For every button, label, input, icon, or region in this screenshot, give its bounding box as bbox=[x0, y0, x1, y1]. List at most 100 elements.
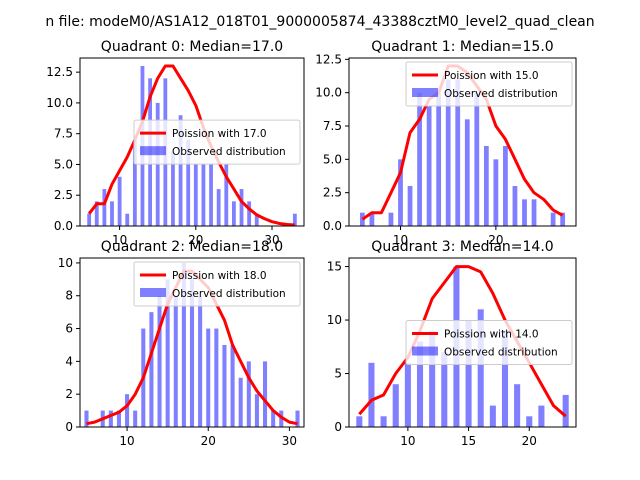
observed-bar bbox=[436, 92, 442, 226]
subplot-title: Quadrant 1: Median=15.0 bbox=[371, 39, 553, 55]
subplot-1: Quadrant 1: Median=15.0 10 20 0.0 2.5 5.0 7.5 1… bbox=[315, 39, 577, 247]
plot-area bbox=[84, 262, 300, 427]
plot-area bbox=[359, 64, 566, 226]
observed-bar bbox=[538, 405, 545, 427]
x-tick-label: 20 bbox=[488, 233, 503, 247]
observed-bar bbox=[271, 410, 276, 427]
observed-bar bbox=[562, 394, 569, 427]
observed-bar bbox=[133, 410, 138, 427]
observed-bar bbox=[222, 344, 227, 427]
observed-bar bbox=[441, 352, 448, 427]
observed-bar bbox=[239, 189, 244, 226]
y-tick-label: 0 bbox=[334, 420, 342, 434]
legend-label: Observed distribution bbox=[444, 88, 558, 100]
observed-bar bbox=[483, 146, 489, 226]
y-tick-label: 7.5 bbox=[54, 127, 73, 141]
observed-bar bbox=[292, 213, 297, 226]
subplot-2: Quadrant 2: Median=18.0 10 20 30 0 2 4 6 8 10 Pois… bbox=[58, 239, 305, 448]
legend: Poission with 17.0 Observed distribution bbox=[133, 119, 301, 165]
observed-bar bbox=[254, 213, 259, 226]
legend-label: Poission with 18.0 bbox=[172, 270, 267, 282]
observed-bar bbox=[247, 201, 252, 226]
observed-bar bbox=[116, 410, 121, 427]
observed-bar bbox=[398, 159, 403, 226]
observed-bar bbox=[214, 328, 219, 427]
observed-bar bbox=[526, 416, 533, 427]
x-tick-label: 20 bbox=[188, 233, 203, 247]
observed-bar bbox=[102, 189, 107, 226]
observed-bar bbox=[550, 212, 556, 226]
y-tick-label: 10.0 bbox=[46, 96, 73, 110]
x-tick-label: 20 bbox=[522, 434, 537, 448]
legend: Poission with 15.0 Observed distribution bbox=[405, 61, 573, 107]
observed-bar bbox=[417, 92, 422, 226]
observed-bar bbox=[224, 164, 229, 226]
legend-label: Observed distribution bbox=[172, 288, 286, 300]
legend-bar-swatch bbox=[140, 288, 166, 297]
axes-frame bbox=[79, 57, 305, 227]
axes-frame bbox=[79, 257, 305, 428]
observed-bar bbox=[209, 164, 213, 226]
legend-box bbox=[405, 61, 573, 107]
legend-label: Poission with 17.0 bbox=[172, 128, 267, 140]
y-tick-label: 12.5 bbox=[46, 65, 73, 79]
x-tick-label: 10 bbox=[393, 233, 408, 247]
legend-label: Observed distribution bbox=[444, 347, 558, 359]
y-tick-label: 10 bbox=[58, 256, 73, 270]
observed-bar bbox=[254, 394, 259, 427]
y-tick-label: 10 bbox=[327, 313, 342, 327]
x-tick-label: 30 bbox=[282, 434, 297, 448]
observed-bar bbox=[512, 186, 518, 226]
observed-bar bbox=[132, 139, 137, 226]
legend-box bbox=[405, 320, 573, 366]
observed-bar bbox=[477, 309, 484, 427]
y-tick-label: 6 bbox=[65, 322, 73, 336]
observed-bar bbox=[94, 201, 99, 226]
observed-bar bbox=[84, 410, 89, 427]
legend-label: Observed distribution bbox=[172, 146, 286, 158]
observed-bar bbox=[87, 213, 92, 226]
figure-suptitle: n file: modeM0/AS1A12_018T01_9000005874_… bbox=[45, 14, 594, 30]
observed-bar bbox=[186, 139, 191, 226]
legend: Poission with 18.0 Observed distribution bbox=[133, 261, 301, 307]
observed-bar bbox=[189, 279, 195, 427]
observed-bar bbox=[464, 119, 470, 226]
observed-bar bbox=[368, 362, 375, 427]
observed-bar bbox=[369, 212, 375, 226]
observed-bar bbox=[263, 361, 268, 427]
observed-bar bbox=[474, 92, 480, 226]
observed-bar bbox=[531, 199, 537, 226]
observed-bar bbox=[404, 362, 411, 427]
observed-bar bbox=[149, 312, 154, 427]
y-tick-label: 0.0 bbox=[323, 219, 342, 233]
legend-bar-swatch bbox=[140, 146, 166, 156]
observed-bar bbox=[238, 377, 243, 427]
observed-bar bbox=[171, 152, 175, 226]
x-tick-label: 30 bbox=[264, 233, 279, 247]
observed-bar bbox=[206, 328, 211, 427]
observed-bar bbox=[108, 410, 113, 427]
axes-frame bbox=[348, 57, 577, 227]
observed-bar bbox=[198, 295, 203, 427]
subplot-0: Quadrant 0: Median=17.0 10 20 30 0.0 2.5 5.0 7.… bbox=[46, 39, 305, 247]
observed-bar bbox=[216, 189, 221, 226]
observed-bar bbox=[117, 176, 122, 226]
y-tick-label: 10.0 bbox=[315, 86, 342, 100]
x-tick-label: 10 bbox=[119, 434, 134, 448]
observed-bar bbox=[110, 201, 114, 226]
y-tick-label: 15 bbox=[327, 260, 342, 274]
y-tick-label: 12.5 bbox=[315, 52, 342, 66]
observed-bar bbox=[426, 106, 432, 226]
poisson-line bbox=[358, 265, 567, 418]
observed-bar bbox=[125, 213, 130, 226]
observed-bar bbox=[416, 341, 424, 427]
observed-bar bbox=[193, 164, 198, 226]
x-tick-label: 10 bbox=[112, 233, 127, 247]
y-tick-label: 7.5 bbox=[323, 119, 342, 133]
subplot-3: Quadrant 3: Median=14.0 10 15 20 0 5 10 15 Poiss… bbox=[327, 239, 577, 448]
observed-bar bbox=[232, 201, 236, 226]
subplot-title: Quadrant 0: Median=17.0 bbox=[101, 39, 283, 55]
observed-bar bbox=[522, 199, 527, 226]
x-tick-label: 15 bbox=[461, 434, 476, 448]
